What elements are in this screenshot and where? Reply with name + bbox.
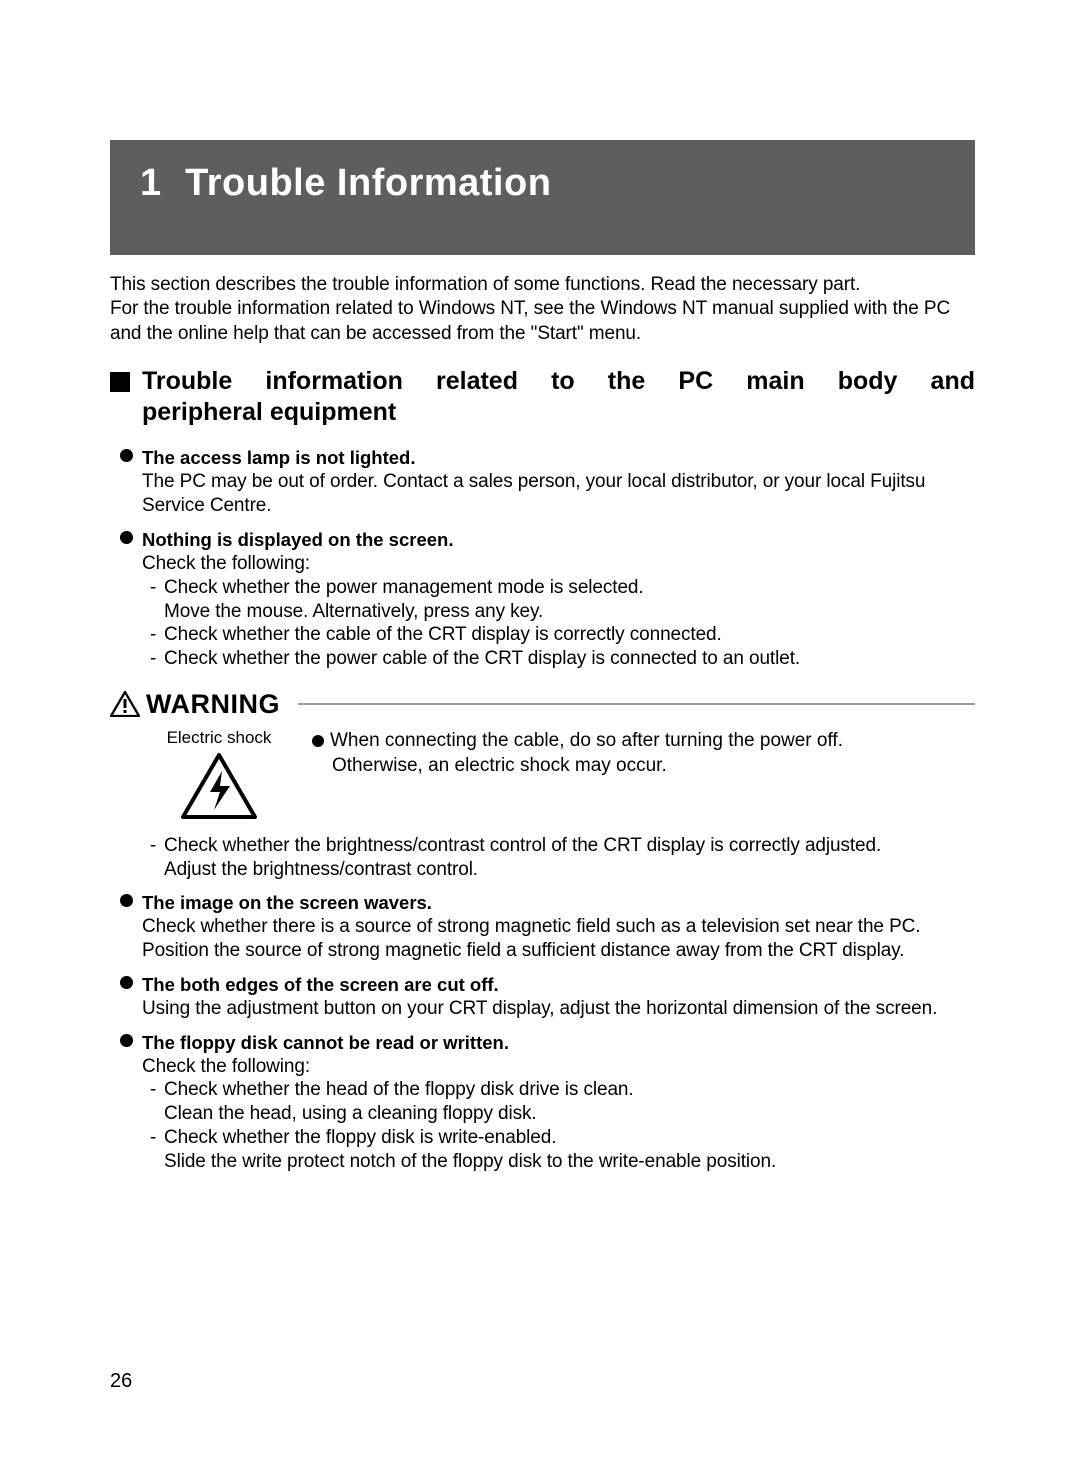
chapter-number: 1 (140, 162, 161, 205)
sub-item: - Check whether the head of the floppy d… (164, 1078, 975, 1126)
intro-line: For the trouble information related to W… (110, 297, 975, 346)
bullet-icon (120, 894, 133, 907)
shock-label: Electric shock (167, 728, 272, 748)
intro-paragraph: This section describes the trouble infor… (110, 273, 975, 346)
dash-icon: - (150, 576, 156, 600)
warning-block: WARNING Electric shock When connecting t… (110, 689, 975, 820)
dash-icon: - (150, 623, 156, 647)
item-body: Check the following: - Check whether the… (142, 552, 975, 671)
warning-label: WARNING (146, 689, 280, 720)
warning-triangle-icon (110, 691, 140, 717)
sub-list: - Check whether the head of the floppy d… (142, 1078, 975, 1173)
item-body: The PC may be out of order. Contact a sa… (142, 470, 975, 518)
sub-item: - Check whether the power management mod… (164, 576, 975, 624)
trouble-item: The floppy disk cannot be read or writte… (142, 1031, 975, 1174)
bullet-icon (312, 735, 324, 747)
bullet-icon (120, 449, 133, 462)
warning-text: When connecting the cable, do so after t… (312, 728, 843, 820)
item-title: The image on the screen wavers. (142, 891, 975, 915)
page-number: 26 (110, 1370, 132, 1393)
dash-icon: - (150, 1126, 156, 1150)
item-body: - Check whether the brightness/contrast … (142, 834, 975, 882)
sub-list: - Check whether the brightness/contrast … (142, 834, 975, 882)
trouble-item: Nothing is displayed on the screen. Chec… (142, 528, 975, 671)
electric-shock-icon (180, 752, 258, 820)
document-page: 1 Trouble Information This section descr… (0, 0, 1080, 1471)
item-title: The access lamp is not lighted. (142, 446, 975, 470)
dash-icon: - (150, 647, 156, 671)
chapter-banner: 1 Trouble Information (110, 140, 975, 255)
trouble-item: The both edges of the screen are cut off… (142, 973, 975, 1021)
dash-icon: - (150, 1078, 156, 1102)
chapter-title: Trouble Information (185, 162, 551, 205)
item-body: Check whether there is a source of stron… (142, 915, 975, 963)
sub-item: - Check whether the floppy disk is write… (164, 1126, 975, 1174)
bullet-icon (120, 531, 133, 544)
bullet-icon (120, 976, 133, 989)
dash-icon: - (150, 834, 156, 858)
warning-header: WARNING (110, 689, 975, 720)
item-title: Nothing is displayed on the screen. (142, 528, 975, 552)
item-list: The access lamp is not lighted. The PC m… (110, 446, 975, 1173)
trouble-item: The access lamp is not lighted. The PC m… (142, 446, 975, 518)
bullet-icon (120, 1034, 133, 1047)
sub-item: - Check whether the cable of the CRT dis… (164, 623, 975, 647)
warning-rule (298, 703, 975, 705)
intro-line: This section describes the trouble infor… (110, 273, 975, 297)
sub-item: - Check whether the brightness/contrast … (164, 834, 975, 882)
warning-body: Electric shock When connecting the cable… (110, 720, 975, 820)
section-heading: Trouble information related to the PC ma… (110, 366, 975, 429)
trouble-item: The image on the screen wavers. Check wh… (142, 891, 975, 963)
sub-item: - Check whether the power cable of the C… (164, 647, 975, 671)
shock-column: Electric shock (154, 728, 284, 820)
item-title: The both edges of the screen are cut off… (142, 973, 975, 997)
item-body: Check the following: - Check whether the… (142, 1055, 975, 1174)
sub-list: - Check whether the power management mod… (142, 576, 975, 671)
item-title: The floppy disk cannot be read or writte… (142, 1031, 975, 1055)
section-title: Trouble information related to the PC ma… (142, 366, 975, 429)
square-bullet-icon (110, 372, 130, 392)
item-body: Using the adjustment button on your CRT … (142, 997, 975, 1021)
